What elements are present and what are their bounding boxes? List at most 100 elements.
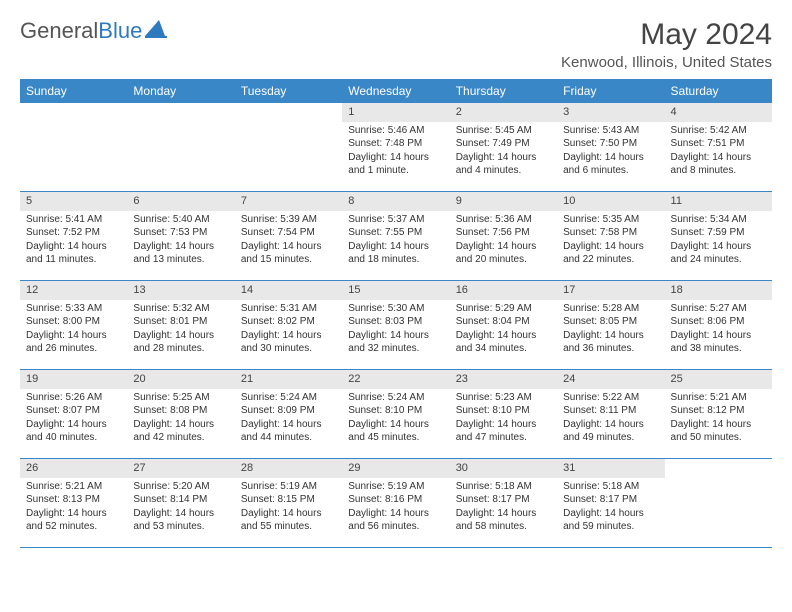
day-header: Thursday <box>450 79 557 103</box>
day-number: 12 <box>20 281 127 300</box>
day-number: 16 <box>450 281 557 300</box>
day-cell: 26 Sunrise: 5:21 AMSunset: 8:13 PMDayligh… <box>20 459 127 547</box>
daylight-text: Daylight: 14 hours and 38 minutes. <box>671 329 766 356</box>
daylight-text: Daylight: 14 hours and 53 minutes. <box>133 507 228 534</box>
day-body: Sunrise: 5:35 AMSunset: 7:58 PMDaylight:… <box>557 211 664 271</box>
week-row: 26Sunrise: 5:21 AMSunset: 8:13 PMDayligh… <box>20 459 772 548</box>
sunset-text: Sunset: 8:13 PM <box>26 493 121 507</box>
sunset-text: Sunset: 8:07 PM <box>26 404 121 418</box>
week-row: 1Sunrise: 5:46 AMSunset: 7:48 PMDaylight… <box>20 103 772 192</box>
day-number <box>665 459 772 463</box>
day-cell <box>20 103 127 191</box>
day-body: Sunrise: 5:19 AMSunset: 8:15 PMDaylight:… <box>235 478 342 538</box>
sunrise-text: Sunrise: 5:39 AM <box>241 213 336 227</box>
daylight-text: Daylight: 14 hours and 6 minutes. <box>563 151 658 178</box>
day-cell: 4Sunrise: 5:42 AMSunset: 7:51 PMDaylight… <box>665 103 772 191</box>
daylight-text: Daylight: 14 hours and 59 minutes. <box>563 507 658 534</box>
sunset-text: Sunset: 8:09 PM <box>241 404 336 418</box>
sunset-text: Sunset: 8:10 PM <box>456 404 551 418</box>
sunset-text: Sunset: 8:16 PM <box>348 493 443 507</box>
day-cell: 16Sunrise: 5:29 AMSunset: 8:04 PMDayligh… <box>450 281 557 369</box>
sunset-text: Sunset: 8:11 PM <box>563 404 658 418</box>
day-number: 14 <box>235 281 342 300</box>
sunset-text: Sunset: 7:53 PM <box>133 226 228 240</box>
month-title: May 2024 <box>561 18 772 52</box>
day-cell: 15 Sunrise: 5:30 AMSunset: 8:03 PMDayligh… <box>342 281 449 369</box>
day-number: 30 <box>450 459 557 478</box>
day-number: 9 <box>450 192 557 211</box>
day-number: 21 <box>235 370 342 389</box>
daylight-text: Daylight: 14 hours and 40 minutes. <box>26 418 121 445</box>
daylight-text: Daylight: 14 hours and 15 minutes. <box>241 240 336 267</box>
daylight-text: Daylight: 14 hours and 44 minutes. <box>241 418 336 445</box>
sunset-text: Sunset: 7:55 PM <box>348 226 443 240</box>
sunrise-text: Sunrise: 5:21 AM <box>26 480 121 494</box>
day-number: 18 <box>665 281 772 300</box>
daylight-text: Daylight: 14 hours and 56 minutes. <box>348 507 443 534</box>
daylight-text: Daylight: 14 hours and 58 minutes. <box>456 507 551 534</box>
day-header: Saturday <box>665 79 772 103</box>
sunrise-text: Sunrise: 5:27 AM <box>671 302 766 316</box>
sunset-text: Sunset: 8:03 PM <box>348 315 443 329</box>
daylight-text: Daylight: 14 hours and 11 minutes. <box>26 240 121 267</box>
sunset-text: Sunset: 8:10 PM <box>348 404 443 418</box>
sunrise-text: Sunrise: 5:29 AM <box>456 302 551 316</box>
day-cell: 9Sunrise: 5:36 AMSunset: 7:56 PMDaylight… <box>450 192 557 280</box>
day-number: 29 <box>342 459 449 478</box>
daylight-text: Daylight: 14 hours and 1 minute. <box>348 151 443 178</box>
day-body: Sunrise: 5:18 AMSunset: 8:17 PMDaylight:… <box>557 478 664 538</box>
sunrise-text: Sunrise: 5:20 AM <box>133 480 228 494</box>
day-number: 19 <box>20 370 127 389</box>
sunset-text: Sunset: 8:08 PM <box>133 404 228 418</box>
daylight-text: Daylight: 14 hours and 52 minutes. <box>26 507 121 534</box>
day-number: 23 <box>450 370 557 389</box>
sunset-text: Sunset: 7:48 PM <box>348 137 443 151</box>
day-body: Sunrise: 5:19 AMSunset: 8:16 PMDaylight:… <box>342 478 449 538</box>
daylight-text: Daylight: 14 hours and 4 minutes. <box>456 151 551 178</box>
location-text: Kenwood, Illinois, United States <box>561 54 772 71</box>
sunrise-text: Sunrise: 5:41 AM <box>26 213 121 227</box>
day-body: Sunrise: 5:24 AMSunset: 8:10 PMDaylight:… <box>342 389 449 449</box>
daylight-text: Daylight: 14 hours and 50 minutes. <box>671 418 766 445</box>
sunset-text: Sunset: 8:17 PM <box>563 493 658 507</box>
day-body: Sunrise: 5:22 AMSunset: 8:11 PMDaylight:… <box>557 389 664 449</box>
sunrise-text: Sunrise: 5:45 AM <box>456 124 551 138</box>
day-number: 28 <box>235 459 342 478</box>
sunrise-text: Sunrise: 5:21 AM <box>671 391 766 405</box>
daylight-text: Daylight: 14 hours and 32 minutes. <box>348 329 443 356</box>
sunrise-text: Sunrise: 5:30 AM <box>348 302 443 316</box>
daylight-text: Daylight: 14 hours and 34 minutes. <box>456 329 551 356</box>
day-number: 17 <box>557 281 664 300</box>
sunrise-text: Sunrise: 5:26 AM <box>26 391 121 405</box>
daylight-text: Daylight: 14 hours and 55 minutes. <box>241 507 336 534</box>
sunset-text: Sunset: 8:17 PM <box>456 493 551 507</box>
sunrise-text: Sunrise: 5:18 AM <box>456 480 551 494</box>
day-cell: 27Sunrise: 5:20 AMSunset: 8:14 PMDayligh… <box>127 459 234 547</box>
sunset-text: Sunset: 7:52 PM <box>26 226 121 240</box>
day-body: Sunrise: 5:25 AMSunset: 8:08 PMDaylight:… <box>127 389 234 449</box>
day-cell: 19 Sunrise: 5:26 AMSunset: 8:07 PMDayligh… <box>20 370 127 458</box>
day-number <box>20 103 127 107</box>
daylight-text: Daylight: 14 hours and 36 minutes. <box>563 329 658 356</box>
sunrise-text: Sunrise: 5:24 AM <box>348 391 443 405</box>
day-cell: 10Sunrise: 5:35 AMSunset: 7:58 PMDayligh… <box>557 192 664 280</box>
week-row: 12Sunrise: 5:33 AMSunset: 8:00 PMDayligh… <box>20 281 772 370</box>
day-cell: 6Sunrise: 5:40 AMSunset: 7:53 PMDaylight… <box>127 192 234 280</box>
sunset-text: Sunset: 8:02 PM <box>241 315 336 329</box>
daylight-text: Daylight: 14 hours and 20 minutes. <box>456 240 551 267</box>
day-cell: 31Sunrise: 5:18 AMSunset: 8:17 PMDayligh… <box>557 459 664 547</box>
day-number: 4 <box>665 103 772 122</box>
sunrise-text: Sunrise: 5:19 AM <box>241 480 336 494</box>
day-header-row: SundayMondayTuesdayWednesdayThursdayFrid… <box>20 79 772 103</box>
logo: GeneralBlue <box>20 18 167 44</box>
day-number: 31 <box>557 459 664 478</box>
day-number: 26 <box>20 459 127 478</box>
day-number: 22 <box>342 370 449 389</box>
day-cell: 20Sunrise: 5:25 AMSunset: 8:08 PMDayligh… <box>127 370 234 458</box>
daylight-text: Daylight: 14 hours and 8 minutes. <box>671 151 766 178</box>
day-body: Sunrise: 5:29 AMSunset: 8:04 PMDaylight:… <box>450 300 557 360</box>
calendar: SundayMondayTuesdayWednesdayThursdayFrid… <box>20 79 772 548</box>
sunrise-text: Sunrise: 5:36 AM <box>456 213 551 227</box>
logo-sail-icon <box>145 18 167 44</box>
day-number: 15 <box>342 281 449 300</box>
